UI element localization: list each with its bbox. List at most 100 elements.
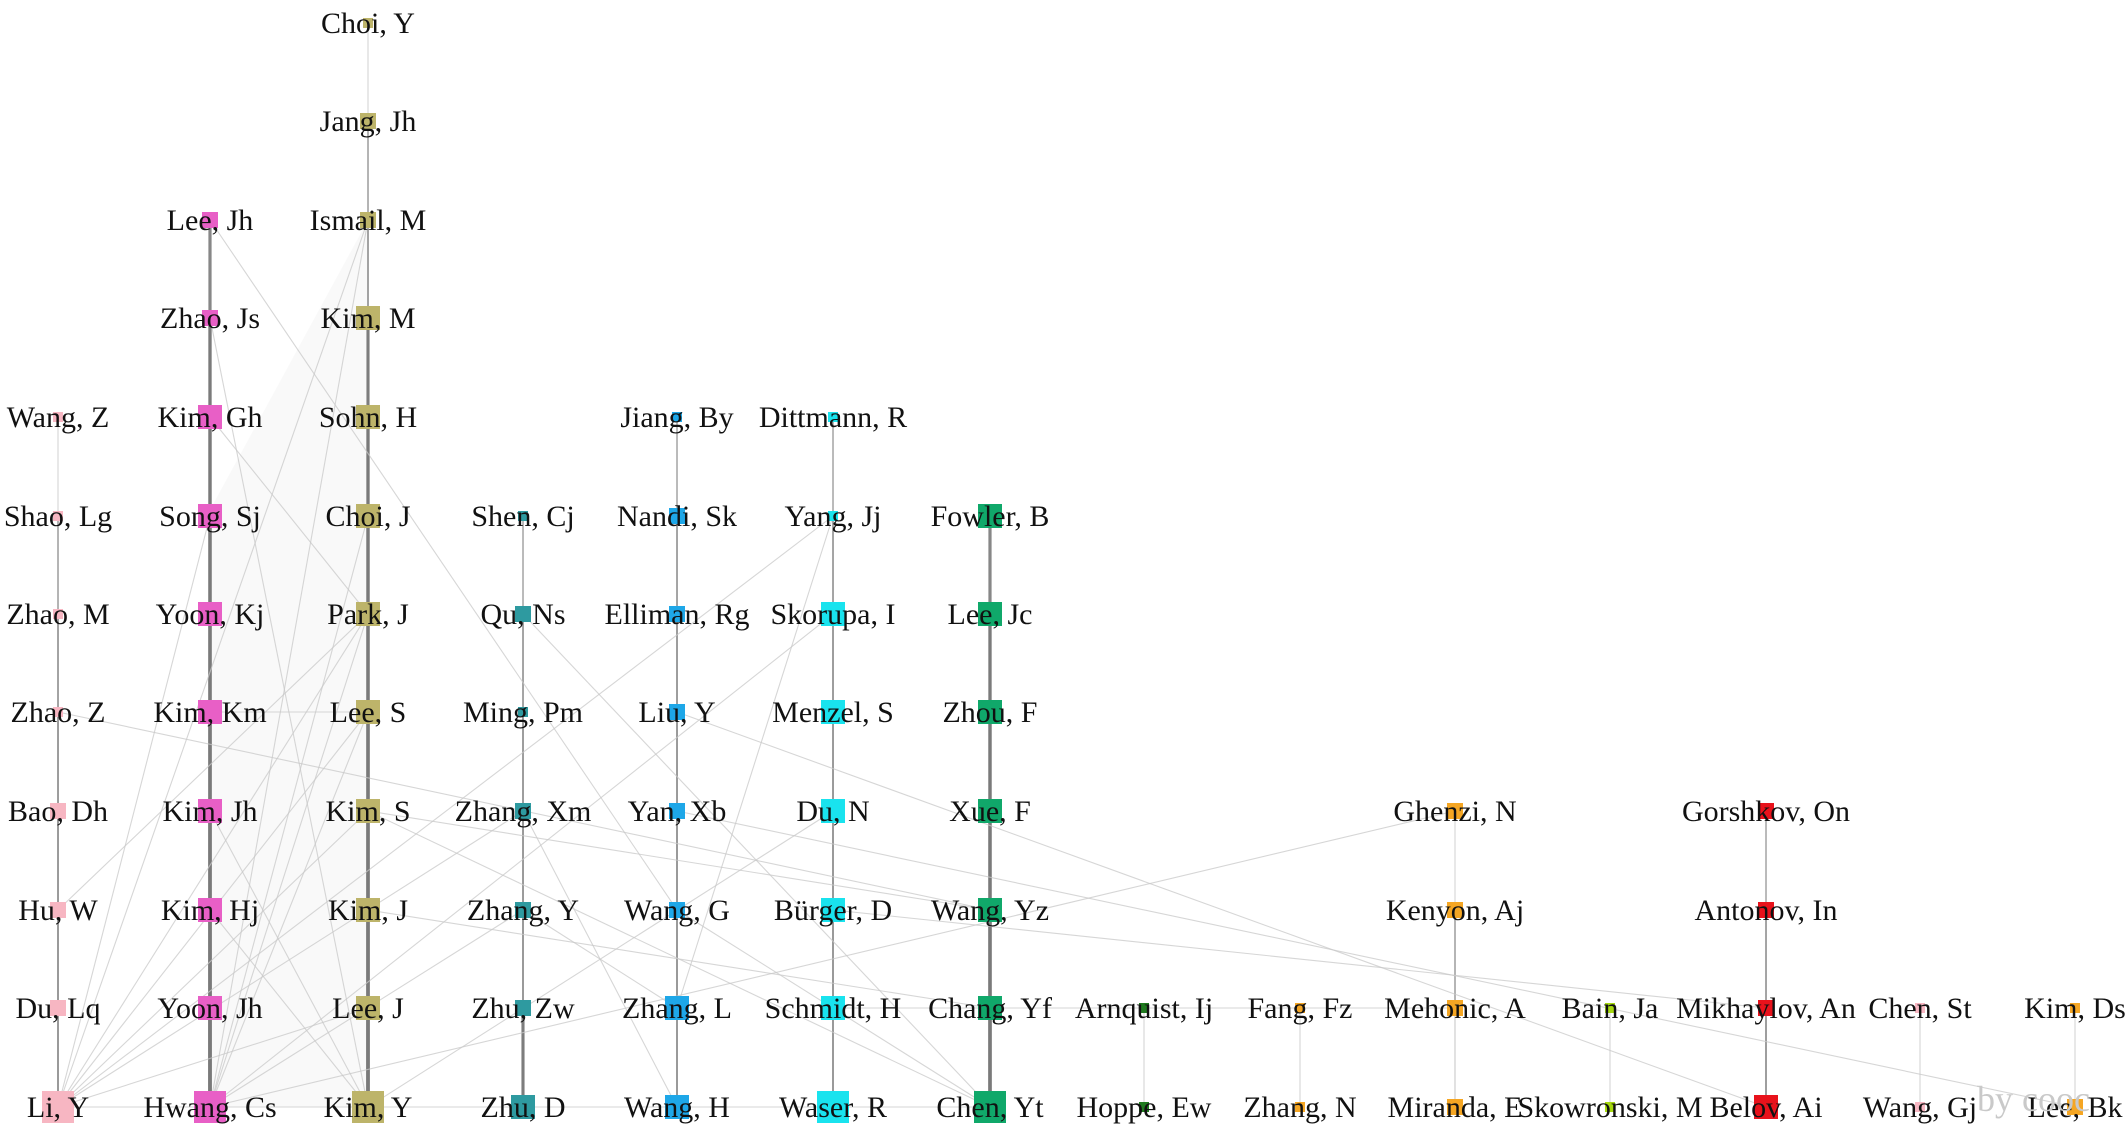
node-jiang_by[interactable] (672, 412, 682, 422)
node-qu_ns[interactable] (515, 606, 531, 622)
node-song_sj[interactable] (198, 504, 222, 528)
node-label-kim_hj: Kim, Hj (161, 894, 259, 927)
node-skorupa_i[interactable] (821, 602, 845, 626)
node-label-sohn_h: Sohn, H (319, 401, 417, 434)
node-chang_yf[interactable] (978, 996, 1002, 1020)
edge-yang_jj-zhang_l (676, 515, 834, 1009)
node-zhao_js[interactable] (202, 310, 218, 326)
edge-layer (57, 23, 2076, 1108)
node-hoppe_ew[interactable] (1139, 1102, 1149, 1112)
node-zhang_l[interactable] (665, 996, 689, 1020)
node-bao_dh[interactable] (50, 803, 66, 819)
node-ismail_m[interactable] (360, 212, 376, 228)
node-yoon_jh[interactable] (198, 996, 222, 1020)
node-xue_f[interactable] (978, 799, 1002, 823)
node-kim_hj[interactable] (198, 898, 222, 922)
node-yoon_kj[interactable] (198, 602, 222, 626)
node-mehonic_a[interactable] (1447, 1000, 1463, 1016)
node-li_y[interactable] (42, 1091, 74, 1123)
node-wang_yz[interactable] (978, 898, 1002, 922)
node-fang_fz[interactable] (1295, 1003, 1305, 1013)
node-kenyon_aj[interactable] (1447, 902, 1463, 918)
node-belov_ai[interactable] (1754, 1095, 1778, 1119)
node-sohn_h[interactable] (356, 405, 380, 429)
node-shao_lg[interactable] (53, 511, 63, 521)
node-jang_jh[interactable] (360, 113, 376, 129)
node-label-park_j: Park, J (327, 598, 409, 631)
node-antonov_in[interactable] (1758, 902, 1774, 918)
node-zhang_y[interactable] (515, 902, 531, 918)
node-wang_h[interactable] (665, 1095, 689, 1119)
node-kim_s[interactable] (356, 799, 380, 823)
node-label-belov_ai: Belov, Ai (1709, 1091, 1822, 1124)
node-burger_d[interactable] (821, 898, 845, 922)
node-yang_jj[interactable] (828, 511, 838, 521)
node-miranda_e[interactable] (1447, 1099, 1463, 1115)
node-label-hwang_cs: Hwang, Cs (143, 1091, 276, 1124)
node-hu_w[interactable] (50, 902, 66, 918)
node-lee_bk[interactable] (2067, 1099, 2083, 1115)
node-chen_st[interactable] (1915, 1003, 1925, 1013)
node-waser_r[interactable] (817, 1091, 849, 1123)
node-kim_ds[interactable] (2070, 1003, 2080, 1013)
edge-qu_ns-chen_yt (522, 613, 991, 1108)
node-zhang_xm[interactable] (515, 803, 531, 819)
node-zhu_zw[interactable] (515, 1000, 531, 1016)
node-label-zhang_l: Zhang, L (622, 992, 732, 1025)
node-chen_yt[interactable] (974, 1091, 1006, 1123)
node-zhao_m[interactable] (53, 609, 63, 619)
node-label-bain_ja: Bain, Ja (1562, 992, 1659, 1025)
node-label-wang_yz: Wang, Yz (931, 894, 1049, 927)
node-mikhaylov_an[interactable] (1758, 1000, 1774, 1016)
edge-lee_jh-wang_g (209, 219, 678, 911)
node-wang_g[interactable] (669, 902, 685, 918)
node-fowler_b[interactable] (978, 504, 1002, 528)
node-nandi_sk[interactable] (669, 508, 685, 524)
node-shen_cj[interactable] (518, 511, 528, 521)
node-gorshkov_on[interactable] (1758, 803, 1774, 819)
node-label-bao_dh: Bao, Dh (8, 795, 108, 828)
node-kim_gh[interactable] (198, 405, 222, 429)
node-lee_j[interactable] (356, 996, 380, 1020)
node-bain_ja[interactable] (1605, 1003, 1615, 1013)
node-hwang_cs[interactable] (194, 1091, 226, 1123)
node-kim_m[interactable] (356, 306, 380, 330)
node-menzel_s[interactable] (821, 700, 845, 724)
node-ming_pm[interactable] (518, 707, 528, 717)
node-label-kim_jh: Kim, Jh (162, 795, 257, 828)
edge-ghenzi_n-hwang_cs (209, 810, 1456, 1108)
node-du_n[interactable] (821, 799, 845, 823)
node-label-lee_bk: Lee, Bk (2028, 1091, 2123, 1124)
node-label-skowronski_m: Skowronski, M (1517, 1091, 1702, 1124)
node-ghenzi_n[interactable] (1447, 803, 1463, 819)
edge-yang_jj-li_y (57, 515, 834, 1108)
node-zhu_d[interactable] (511, 1095, 535, 1119)
node-lee_s[interactable] (356, 700, 380, 724)
node-zhao_z[interactable] (53, 707, 63, 717)
node-yan_xb[interactable] (669, 803, 685, 819)
node-lee_jh[interactable] (202, 212, 218, 228)
node-kim_y[interactable] (352, 1091, 384, 1123)
edge-kim_s-wang_yz (367, 810, 991, 911)
node-kim_j[interactable] (356, 898, 380, 922)
node-wang_gj[interactable] (1915, 1102, 1925, 1112)
node-du_lq[interactable] (50, 1000, 66, 1016)
node-zhang_n[interactable] (1295, 1102, 1305, 1112)
node-dittmann_r[interactable] (828, 412, 838, 422)
node-arnquist_ij[interactable] (1139, 1003, 1149, 1013)
node-schmidt_h[interactable] (821, 996, 845, 1020)
node-label-kim_m: Kim, M (320, 302, 415, 335)
node-liu_y[interactable] (669, 704, 685, 720)
node-zhou_f[interactable] (978, 700, 1002, 724)
node-kim_jh[interactable] (198, 799, 222, 823)
node-elliman_rg[interactable] (669, 606, 685, 622)
node-skowronski_m[interactable] (1605, 1102, 1615, 1112)
node-choi_j[interactable] (356, 504, 380, 528)
node-choi_y[interactable] (363, 18, 373, 28)
node-kim_km[interactable] (198, 700, 222, 724)
node-lee_jc[interactable] (978, 602, 1002, 626)
node-park_j[interactable] (356, 602, 380, 626)
node-label-du_lq: Du, Lq (16, 992, 101, 1025)
node-wang_z[interactable] (53, 412, 63, 422)
node-label-gorshkov_on: Gorshkov, On (1682, 795, 1850, 828)
